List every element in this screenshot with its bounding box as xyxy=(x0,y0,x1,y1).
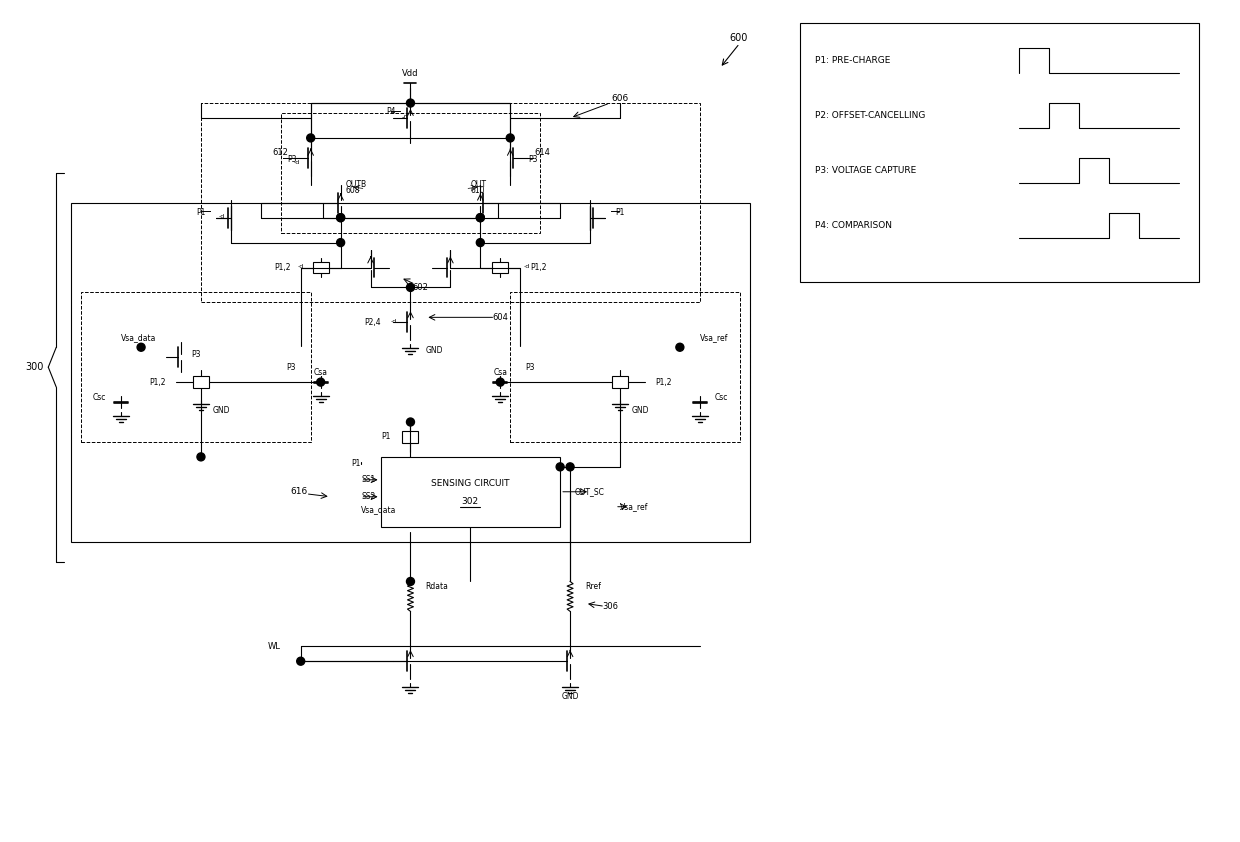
Circle shape xyxy=(476,238,485,247)
Text: 610: 610 xyxy=(470,186,485,195)
Text: Csc: Csc xyxy=(93,392,107,402)
Circle shape xyxy=(567,463,574,471)
Bar xyxy=(193,376,208,388)
Bar xyxy=(312,262,329,274)
Text: P2,4: P2,4 xyxy=(363,317,381,327)
Text: 306: 306 xyxy=(603,602,618,611)
Text: 600: 600 xyxy=(730,34,748,43)
Text: 300: 300 xyxy=(25,362,43,372)
Text: Vsa_ref: Vsa_ref xyxy=(620,502,649,511)
Text: P4: P4 xyxy=(386,107,396,116)
Text: -d: -d xyxy=(402,114,408,120)
Text: OUT_SC: OUT_SC xyxy=(575,488,605,496)
Text: P4: COMPARISON: P4: COMPARISON xyxy=(815,221,892,230)
Circle shape xyxy=(407,284,414,291)
Circle shape xyxy=(476,214,485,221)
Text: -d: -d xyxy=(219,214,226,219)
Bar xyxy=(71,203,750,541)
Bar xyxy=(613,376,627,388)
Bar xyxy=(381,457,560,526)
Circle shape xyxy=(336,214,345,221)
Text: Vsa_data: Vsa_data xyxy=(122,333,156,342)
Text: P3: VOLTAGE CAPTURE: P3: VOLTAGE CAPTURE xyxy=(815,166,916,175)
Text: P3: P3 xyxy=(526,363,534,371)
Text: -d: -d xyxy=(523,264,529,269)
Circle shape xyxy=(336,238,345,247)
Circle shape xyxy=(336,214,345,221)
Text: 616: 616 xyxy=(290,488,308,496)
Text: 302: 302 xyxy=(461,498,479,506)
Text: OUTB: OUTB xyxy=(346,180,367,189)
Circle shape xyxy=(676,344,683,351)
Text: Vsa_data: Vsa_data xyxy=(361,505,396,514)
Circle shape xyxy=(296,658,305,665)
Text: 608: 608 xyxy=(346,186,360,195)
Text: Csa: Csa xyxy=(494,368,507,376)
Circle shape xyxy=(506,134,515,142)
Text: P3: P3 xyxy=(288,155,298,164)
Circle shape xyxy=(476,214,485,221)
Bar xyxy=(800,24,1199,282)
Text: 612: 612 xyxy=(273,148,289,157)
Bar xyxy=(280,113,541,232)
Bar xyxy=(403,431,418,443)
Text: GND: GND xyxy=(632,406,650,414)
Text: P1: PRE-CHARGE: P1: PRE-CHARGE xyxy=(815,56,890,65)
Circle shape xyxy=(138,344,145,351)
Circle shape xyxy=(316,378,325,386)
Text: SENSING CIRCUIT: SENSING CIRCUIT xyxy=(432,479,510,488)
Text: Rref: Rref xyxy=(585,582,601,591)
Text: P1: P1 xyxy=(615,208,625,216)
Text: SS2: SS2 xyxy=(361,493,376,501)
Circle shape xyxy=(557,463,564,471)
Text: OUT: OUT xyxy=(470,180,486,189)
Text: -d: -d xyxy=(294,160,300,165)
Bar xyxy=(492,262,508,274)
Text: 602: 602 xyxy=(413,283,428,292)
Text: P1,2: P1,2 xyxy=(150,377,166,386)
Text: GND: GND xyxy=(562,691,579,701)
Text: Csc: Csc xyxy=(714,392,728,402)
Bar xyxy=(81,292,311,442)
Text: P3: P3 xyxy=(528,155,538,164)
Circle shape xyxy=(197,453,205,461)
Text: P1: P1 xyxy=(197,208,206,216)
Circle shape xyxy=(306,134,315,142)
Text: P1,2: P1,2 xyxy=(274,263,290,272)
Text: P3: P3 xyxy=(191,349,201,359)
Circle shape xyxy=(496,378,505,386)
Text: SS1: SS1 xyxy=(361,475,376,484)
Bar xyxy=(510,292,740,442)
Text: P1,2: P1,2 xyxy=(655,377,671,386)
Text: Vsa_ref: Vsa_ref xyxy=(699,333,728,342)
Text: P1: P1 xyxy=(351,460,361,468)
Text: GND: GND xyxy=(425,346,443,354)
Text: P3: P3 xyxy=(286,363,295,371)
Text: Rdata: Rdata xyxy=(425,582,449,591)
Text: P1: P1 xyxy=(381,433,391,441)
Text: GND: GND xyxy=(213,406,231,414)
Circle shape xyxy=(407,578,414,585)
Text: 604: 604 xyxy=(492,313,508,322)
Text: 606: 606 xyxy=(611,93,629,103)
Text: Csa: Csa xyxy=(314,368,327,376)
Circle shape xyxy=(407,99,414,107)
Bar xyxy=(201,103,699,302)
Text: P1,2: P1,2 xyxy=(531,263,547,272)
Text: Vdd: Vdd xyxy=(402,69,419,77)
Circle shape xyxy=(407,418,414,426)
Text: WL: WL xyxy=(268,642,280,651)
Text: -d: -d xyxy=(298,264,304,269)
Text: -d: -d xyxy=(391,319,397,324)
Text: 614: 614 xyxy=(534,148,551,157)
Text: P2: OFFSET-CANCELLING: P2: OFFSET-CANCELLING xyxy=(815,111,925,120)
